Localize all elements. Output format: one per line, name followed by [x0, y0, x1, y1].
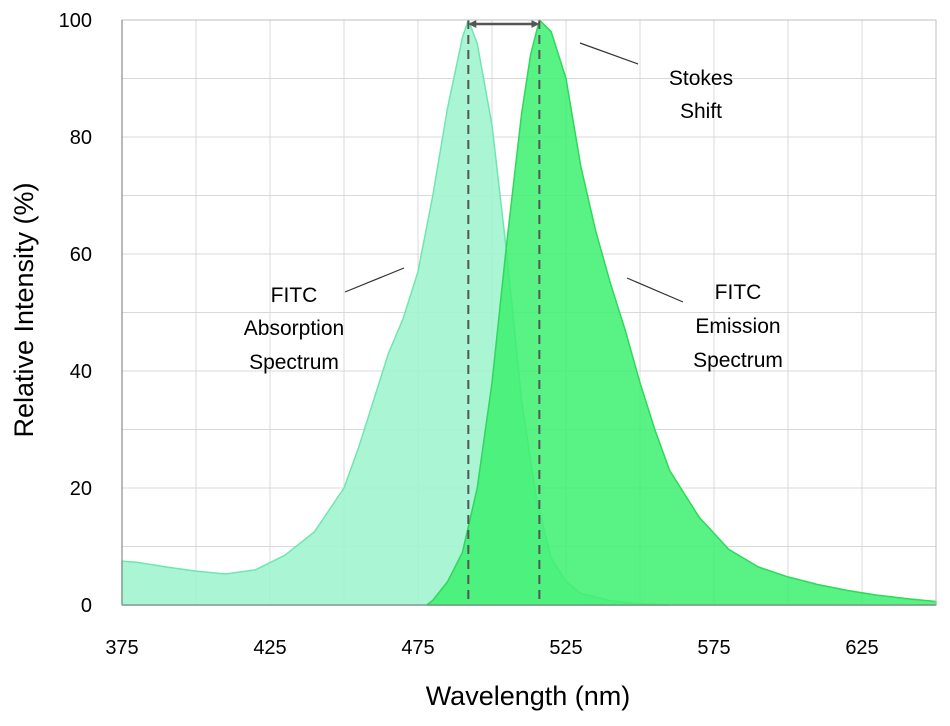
stokes-leader-line — [579, 42, 639, 65]
x-tick-label: 575 — [697, 637, 730, 659]
peak-markers — [467, 20, 541, 605]
x-tick-label: 475 — [401, 637, 434, 659]
plot-areas — [121, 19, 937, 606]
x-axis-title: Wavelength (nm) — [426, 681, 631, 711]
emission-leader-line — [626, 277, 684, 303]
emission-label-line1: FITC — [715, 281, 762, 304]
x-tick-label: 375 — [105, 637, 138, 659]
y-tick-label: 20 — [70, 478, 92, 500]
y-tick-label: 60 — [70, 244, 92, 266]
absorption-label-line3: Spectrum — [249, 351, 339, 374]
absorption-label-line2: Absorption — [244, 317, 344, 340]
emission-area — [426, 19, 937, 606]
y-axis-title: Relative Intensity (%) — [9, 182, 39, 437]
x-tick-label: 525 — [549, 637, 582, 659]
emission-label-line3: Spectrum — [693, 349, 783, 372]
stokes-label-line1: Stokes — [669, 67, 733, 90]
emission-annotation: FITC Emission Spectrum — [626, 277, 783, 372]
y-tick-label: 0 — [81, 595, 92, 617]
y-tick-label: 80 — [70, 127, 92, 149]
y-tick-label: 40 — [70, 361, 92, 383]
absorption-label-line1: FITC — [271, 284, 318, 307]
stokes-shift-annotation: Stokes Shift — [579, 42, 733, 123]
absorption-annotation: FITC Absorption Spectrum — [244, 267, 405, 374]
absorption-leader-line — [344, 267, 405, 293]
x-tick-label: 625 — [845, 637, 878, 659]
y-tick-label: 100 — [59, 10, 92, 32]
axes: 375 425 475 525 575 625 0 20 40 60 80 100 — [59, 10, 937, 659]
x-tick-label: 425 — [253, 637, 286, 659]
emission-label-line2: Emission — [695, 315, 780, 338]
stokes-label-line2: Shift — [680, 100, 722, 123]
